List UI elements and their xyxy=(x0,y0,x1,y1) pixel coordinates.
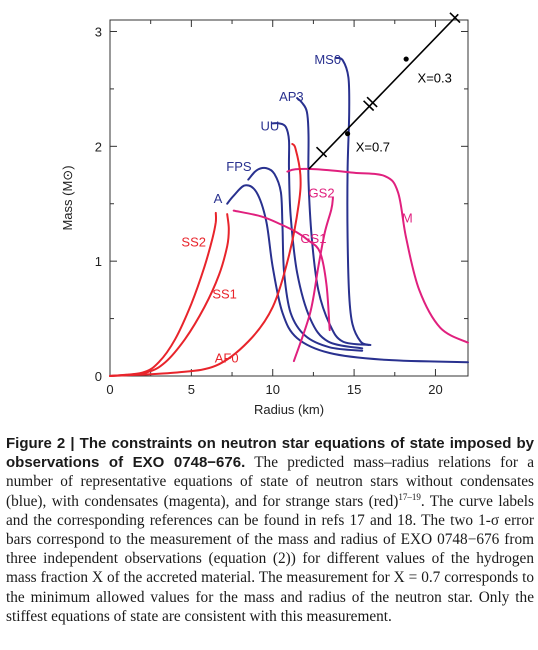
curve-label-gs2: GS2 xyxy=(309,185,335,200)
curve-label-af0: AF0 xyxy=(215,351,239,366)
curve-label-ap3: AP3 xyxy=(279,89,304,104)
curve-label-m: M xyxy=(402,211,413,226)
curve-label-ss1: SS1 xyxy=(212,286,237,301)
y-tick-label: 1 xyxy=(95,254,102,269)
x-tick-label: 10 xyxy=(265,382,279,397)
caption-refs: 17–19 xyxy=(398,491,421,502)
x-tick-label: 20 xyxy=(428,382,442,397)
curve-ss2 xyxy=(109,211,218,377)
plot-frame xyxy=(109,19,469,377)
constraint-double-tick xyxy=(366,96,378,108)
figure-caption: Figure 2 | The constraints on neutron st… xyxy=(6,434,534,626)
curve-label-uu: UU xyxy=(260,119,279,134)
curve-label-gs1: GS1 xyxy=(300,231,326,246)
axis-tick-labels: 0 5 10 15 20 0 1 2 3 xyxy=(95,24,443,397)
curve-gs2 xyxy=(292,197,334,363)
y-tick-label: 2 xyxy=(95,139,102,154)
constraint-label: X=0.7 xyxy=(356,139,390,154)
constraint-point xyxy=(403,56,409,62)
y-tick-label: 3 xyxy=(95,24,102,39)
curve-uu xyxy=(271,122,364,350)
curve-label-a: A xyxy=(214,191,223,206)
y-tick-label: 0 xyxy=(95,369,102,384)
curve-label-fps: FPS xyxy=(226,159,252,174)
x-tick-label: 0 xyxy=(106,382,113,397)
x-tick-label: 15 xyxy=(347,382,361,397)
curve-gs1 xyxy=(232,209,331,332)
curve-fps xyxy=(247,166,364,352)
curve-ms0 xyxy=(335,56,370,346)
caption-text-1: The predicted mass–radius relations for … xyxy=(6,454,534,510)
curve-af0 xyxy=(109,143,302,377)
constraint-label: X=0.3 xyxy=(418,70,452,85)
y-axis-title: Mass (M⊙) xyxy=(60,165,75,230)
caption-lead: Figure 2 | The constraints on neutron st… xyxy=(6,435,534,472)
constraint-end-tick xyxy=(315,146,328,158)
constraint-end-tick xyxy=(449,12,461,24)
exo-constraint: X=0.7 X=0.3 xyxy=(307,12,461,170)
curve-ss1 xyxy=(109,213,230,377)
caption-text-2: . The curve labels and the corresponding… xyxy=(6,492,535,625)
curve-ap3 xyxy=(296,97,372,346)
constraint-point xyxy=(344,131,351,137)
curve-label-ms0: MS0 xyxy=(314,52,341,67)
curve-label-ss2: SS2 xyxy=(181,235,206,250)
x-tick-label: 5 xyxy=(188,382,195,397)
eos-curves xyxy=(109,56,469,377)
curve-a xyxy=(226,184,469,364)
constraint-double-tick xyxy=(363,100,375,112)
constraint-line xyxy=(307,13,459,170)
curve-m xyxy=(286,167,469,344)
axis-ticks xyxy=(109,20,468,377)
x-axis-title: Radius (km) xyxy=(254,402,324,417)
